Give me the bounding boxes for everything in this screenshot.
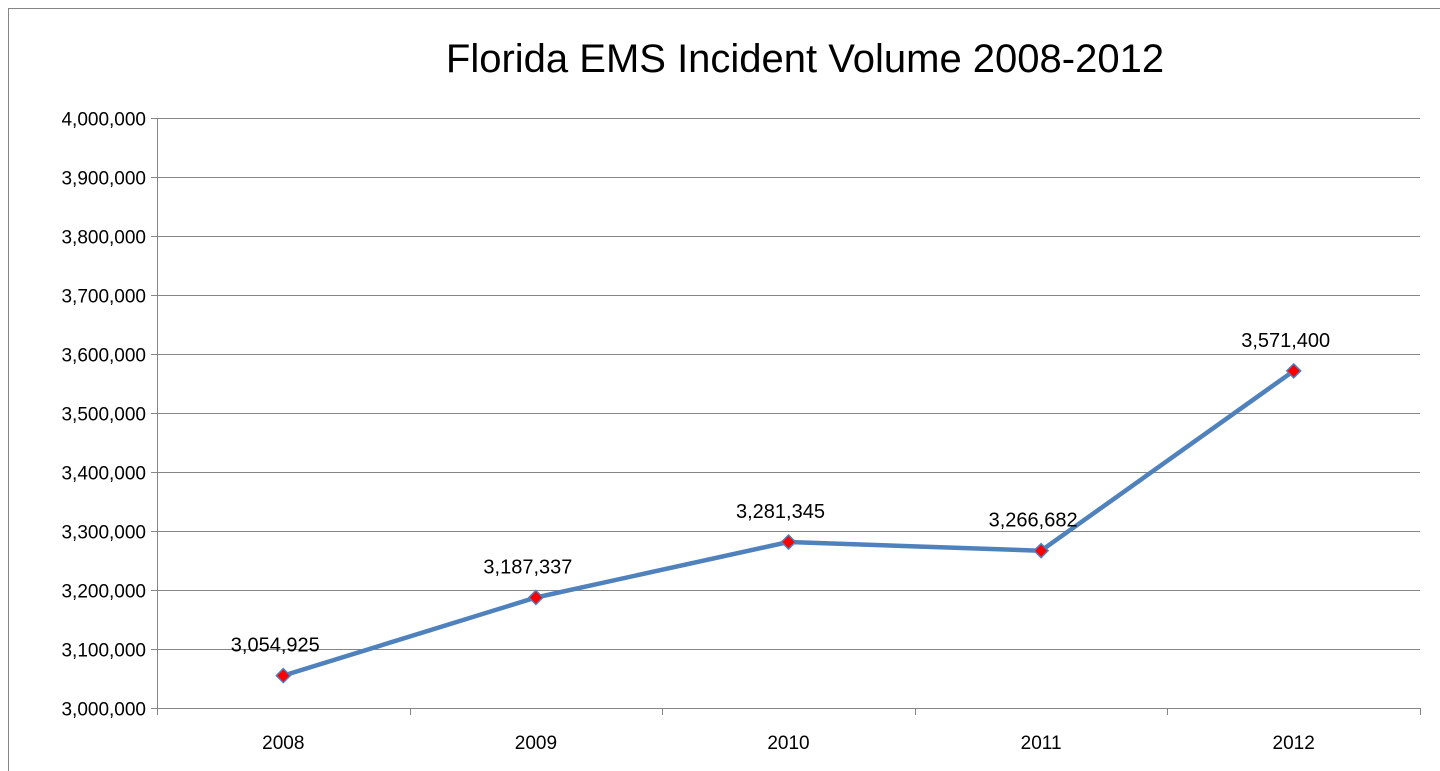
y-tick-label: 3,800,000 [61, 228, 146, 249]
y-tick-label: 3,200,000 [61, 582, 146, 603]
data-label: 3,054,925 [231, 635, 320, 657]
x-tick-label: 2011 [1021, 733, 1062, 754]
y-tick-label: 4,000,000 [61, 110, 146, 131]
series-line [281, 368, 1296, 678]
data-label: 3,187,337 [483, 556, 572, 578]
x-tick-label: 2010 [767, 733, 809, 754]
data-markers [275, 362, 1302, 684]
data-label: 3,281,345 [736, 501, 825, 523]
y-tick-label: 3,500,000 [61, 405, 146, 426]
x-tick-label: 2009 [515, 733, 557, 754]
data-point-marker [527, 589, 544, 606]
x-tick-label: 2008 [262, 733, 304, 754]
gridlines [157, 118, 1420, 650]
y-tick-label: 3,100,000 [61, 641, 146, 662]
data-labels: 3,054,925 3,187,337 3,281,345 3,266,682 3,57… [231, 330, 1330, 657]
data-label: 3,571,400 [1241, 330, 1330, 352]
chart-area [8, 8, 1440, 771]
chart-title: Florida EMS Incident Volume 2008-2012 [446, 37, 1164, 81]
x-axis-tick-labels: 2008 2009 2010 2011 2012 [262, 733, 1315, 754]
y-tick-label: 3,600,000 [61, 346, 146, 367]
y-tick-label: 3,900,000 [61, 169, 146, 190]
data-label: 3,266,682 [989, 510, 1078, 532]
y-tick-label: 3,000,000 [61, 700, 146, 721]
x-tick-label: 2012 [1273, 733, 1315, 754]
axes [151, 118, 1421, 715]
data-point-marker [275, 667, 292, 684]
y-tick-label: 3,700,000 [61, 287, 146, 308]
y-tick-label: 3,300,000 [61, 523, 146, 544]
series-line-layer [281, 368, 1296, 678]
data-point-marker [1285, 362, 1302, 379]
y-axis-tick-labels: 3,000,000 3,100,000 3,200,000 3,300,000 3,40… [61, 110, 146, 721]
y-tick-label: 3,400,000 [61, 464, 146, 485]
data-point-marker [780, 533, 797, 551]
data-point-marker [1033, 542, 1050, 559]
